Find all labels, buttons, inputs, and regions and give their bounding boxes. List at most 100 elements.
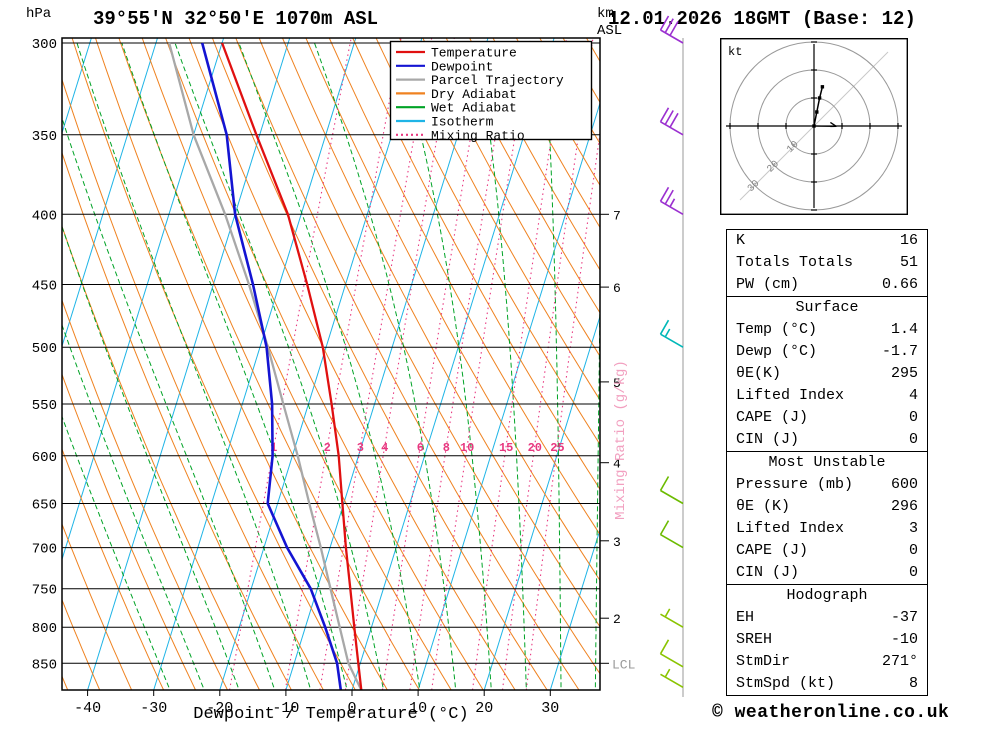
stat-value: 0 bbox=[908, 542, 918, 559]
wet-adiabat-lines bbox=[62, 42, 600, 688]
stat-value: 1.4 bbox=[890, 321, 918, 338]
copyright-text: © weatheronline.co.uk bbox=[712, 703, 950, 723]
svg-text:2: 2 bbox=[613, 612, 621, 627]
svg-text:550: 550 bbox=[32, 398, 57, 414]
stat-row: θE (K) 296 bbox=[727, 496, 927, 518]
storm-motion-arrow bbox=[813, 121, 837, 128]
svg-text:3: 3 bbox=[357, 441, 364, 455]
svg-text:5: 5 bbox=[613, 376, 621, 391]
wind-barb bbox=[660, 668, 684, 688]
stat-row: CAPE (J) 0 bbox=[727, 540, 927, 562]
stat-value: -1.7 bbox=[881, 343, 918, 360]
stat-row: θE(K) 295 bbox=[727, 363, 927, 385]
svg-text:450: 450 bbox=[32, 279, 57, 295]
dry-adiabat-lines bbox=[62, 38, 600, 690]
svg-text:300: 300 bbox=[32, 37, 57, 53]
stat-row: Temp (°C) 1.4 bbox=[727, 319, 927, 341]
stat-row: PW (cm) 0.66 bbox=[727, 274, 927, 296]
stats-section-header: Most Unstable bbox=[768, 454, 886, 471]
svg-text:Parcel Trajectory: Parcel Trajectory bbox=[431, 73, 564, 88]
svg-text:400: 400 bbox=[32, 208, 57, 224]
svg-text:500: 500 bbox=[32, 341, 57, 357]
stat-row: K 16 bbox=[727, 230, 927, 252]
wind-barb bbox=[659, 107, 684, 136]
stat-row: StmDir 271° bbox=[727, 651, 927, 673]
stat-row: CIN (J) 0 bbox=[727, 429, 927, 451]
svg-text:-30: -30 bbox=[140, 700, 167, 717]
parcel-trajectory-line bbox=[168, 42, 363, 690]
wind-barb bbox=[659, 476, 684, 505]
wind-barb bbox=[660, 608, 684, 628]
stat-label: θE (K) bbox=[736, 498, 791, 515]
hodograph-ring-label: 20 bbox=[766, 159, 782, 175]
hodograph-ring-label: 30 bbox=[746, 179, 762, 195]
svg-text:850: 850 bbox=[32, 657, 57, 673]
stat-label: CIN (J) bbox=[736, 564, 800, 581]
station-title: 39°55'N 32°50'E 1070m ASL bbox=[93, 8, 379, 30]
run-datetime-title: 12.01.2026 18GMT (Base: 12) bbox=[608, 8, 916, 30]
stat-value: 8 bbox=[908, 675, 918, 692]
stat-label: Totals Totals bbox=[736, 254, 854, 271]
plot-frame bbox=[61, 37, 601, 691]
stat-row: Lifted Index 3 bbox=[727, 518, 927, 540]
stat-value: 0.66 bbox=[881, 276, 918, 293]
stat-value: 0 bbox=[908, 431, 918, 448]
wind-barb bbox=[659, 186, 684, 215]
stat-label: CAPE (J) bbox=[736, 409, 809, 426]
svg-text:4: 4 bbox=[381, 441, 388, 455]
svg-text:6: 6 bbox=[613, 281, 621, 296]
stat-value: 296 bbox=[890, 498, 918, 515]
svg-text:Isotherm: Isotherm bbox=[431, 115, 494, 130]
stat-label: StmSpd (kt) bbox=[736, 675, 836, 692]
svg-text:Wet Adiabat: Wet Adiabat bbox=[431, 101, 517, 116]
temp-axis-ticks bbox=[87, 690, 551, 696]
stat-row: Totals Totals 51 bbox=[727, 252, 927, 274]
stat-value: 16 bbox=[899, 232, 918, 249]
stat-value: 295 bbox=[890, 365, 918, 382]
stat-row: StmSpd (kt) 8 bbox=[727, 673, 927, 695]
stat-label: StmDir bbox=[736, 653, 791, 670]
svg-text:700: 700 bbox=[32, 542, 57, 558]
svg-text:20: 20 bbox=[528, 441, 542, 455]
svg-text:Dewpoint: Dewpoint bbox=[431, 59, 493, 74]
stats-section: Most Unstable Pressure (mb) 600 θE (K) 296 Li… bbox=[727, 451, 927, 584]
indices-table: K 16 Totals Totals 51 PW (cm) 0.66 Surface Temp… bbox=[726, 229, 928, 696]
wind-barb bbox=[659, 520, 684, 549]
height-tick-labels: 7 6 5 4 3 2 bbox=[613, 208, 621, 627]
svg-text:20: 20 bbox=[475, 700, 493, 717]
stats-section: Hodograph EH -37 SREH -10 StmDir 271° StmSpd (k… bbox=[727, 584, 927, 695]
svg-text:15: 15 bbox=[499, 441, 513, 455]
pressure-axis-unit: hPa bbox=[26, 6, 52, 22]
svg-text:3: 3 bbox=[613, 535, 621, 550]
stat-row: Lifted Index 4 bbox=[727, 385, 927, 407]
height-axis-ticks bbox=[600, 213, 609, 664]
stat-label: Pressure (mb) bbox=[736, 476, 854, 493]
height-axis-unit-km: km bbox=[597, 6, 614, 22]
stat-value: -10 bbox=[890, 631, 918, 648]
stat-label: CIN (J) bbox=[736, 431, 800, 448]
stat-row: Dewp (°C) -1.7 bbox=[727, 341, 927, 363]
stat-value: 0 bbox=[908, 564, 918, 581]
stat-value: 600 bbox=[890, 476, 918, 493]
svg-text:750: 750 bbox=[32, 583, 57, 599]
svg-text:Dry Adiabat: Dry Adiabat bbox=[431, 87, 517, 102]
stat-label: CAPE (J) bbox=[736, 542, 809, 559]
svg-text:10: 10 bbox=[460, 441, 474, 455]
svg-text:800: 800 bbox=[32, 621, 57, 637]
hodograph-frame bbox=[720, 38, 908, 215]
stat-value: 0 bbox=[908, 409, 918, 426]
svg-text:10: 10 bbox=[409, 700, 427, 717]
stat-row: CIN (J) 0 bbox=[727, 562, 927, 584]
svg-text:7: 7 bbox=[613, 208, 621, 223]
stat-label: Lifted Index bbox=[736, 387, 845, 404]
svg-text:30: 30 bbox=[541, 700, 559, 717]
svg-text:Mixing Ratio: Mixing Ratio bbox=[431, 128, 525, 143]
stat-label: SREH bbox=[736, 631, 773, 648]
wind-barb bbox=[659, 15, 684, 44]
stat-row: Pressure (mb) 600 bbox=[727, 474, 927, 496]
stat-row: CAPE (J) 0 bbox=[727, 407, 927, 429]
height-axis-unit-asl: ASL bbox=[597, 23, 623, 39]
height-axis-unit: km ASL bbox=[597, 6, 622, 40]
